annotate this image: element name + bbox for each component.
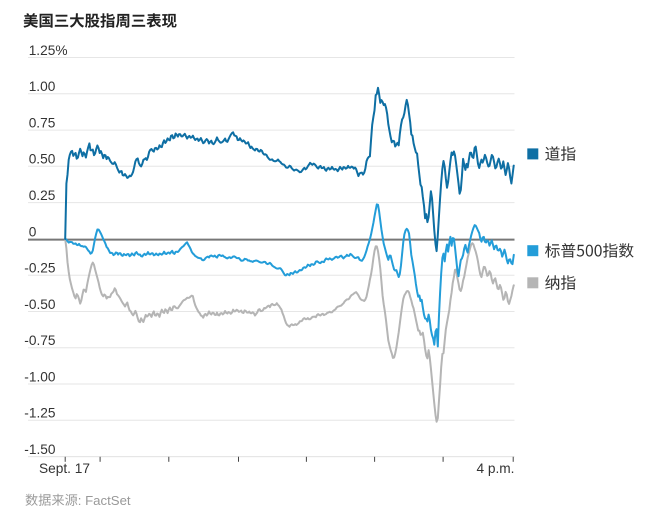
- svg-text:1.25%: 1.25%: [29, 43, 68, 58]
- svg-text:0.50: 0.50: [29, 152, 56, 167]
- svg-text:0.25: 0.25: [29, 188, 56, 203]
- svg-text:4 p.m.: 4 p.m.: [476, 461, 514, 476]
- svg-text:-1.25: -1.25: [24, 406, 56, 421]
- svg-text:-1.00: -1.00: [24, 369, 56, 384]
- svg-text:1.00: 1.00: [29, 79, 56, 94]
- svg-text:-0.75: -0.75: [24, 333, 56, 348]
- svg-text:0: 0: [29, 224, 37, 239]
- svg-text:-1.50: -1.50: [24, 442, 56, 457]
- svg-text:Sept. 17: Sept. 17: [39, 461, 90, 476]
- svg-text:-0.25: -0.25: [24, 261, 56, 276]
- svg-text:0.75: 0.75: [29, 116, 56, 131]
- svg-text:-0.50: -0.50: [24, 297, 56, 312]
- svg-text:: FactSet: : FactSet: [78, 493, 131, 508]
